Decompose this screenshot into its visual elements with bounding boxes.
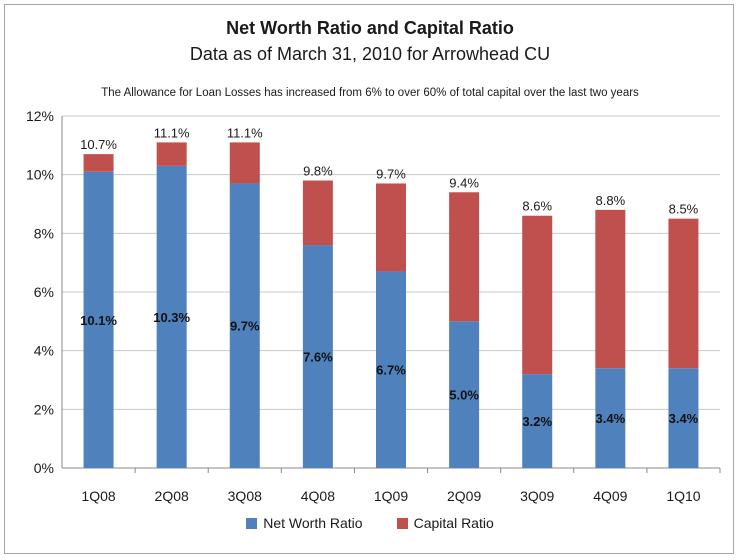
bar-capital <box>449 192 480 322</box>
bar-capital <box>156 142 187 166</box>
data-label-capital: 9.7% <box>376 166 406 181</box>
data-label-capital: 9.4% <box>449 175 479 190</box>
x-tick-label: 4Q08 <box>301 488 335 504</box>
legend: Net Worth Ratio Capital Ratio <box>0 515 740 531</box>
legend-item-capital: Capital Ratio <box>396 515 494 531</box>
bar-net-worth <box>668 368 699 468</box>
data-label-capital: 9.8% <box>303 164 333 179</box>
legend-label-capital: Capital Ratio <box>413 515 494 531</box>
y-tick-label: 10% <box>26 167 54 183</box>
data-label-capital: 8.8% <box>596 193 626 208</box>
y-tick-label: 0% <box>34 460 54 476</box>
y-tick-label: 8% <box>34 225 54 241</box>
chart-subtitle: Data as of March 31, 2010 for Arrowhead … <box>189 44 551 64</box>
data-label-net-worth: 3.4% <box>596 411 626 426</box>
x-tick-label: 2Q09 <box>447 488 481 504</box>
data-label-net-worth: 10.3% <box>153 310 190 325</box>
data-label-net-worth: 6.7% <box>376 363 406 378</box>
data-label-capital: 11.1% <box>227 125 263 140</box>
bar-capital <box>668 218 699 369</box>
bar-capital <box>595 209 626 369</box>
data-label-net-worth: 3.2% <box>522 414 552 429</box>
chart-annotation: The Allowance for Loan Losses has increa… <box>101 87 639 99</box>
x-tick-label: 2Q08 <box>155 488 189 504</box>
legend-swatch-capital <box>396 517 408 529</box>
y-tick-label: 12% <box>26 108 54 124</box>
legend-swatch-net-worth <box>246 517 258 529</box>
x-tick-label: 4Q09 <box>593 488 627 504</box>
bar-net-worth <box>595 368 626 468</box>
bar-net-worth <box>83 171 114 468</box>
bar-capital <box>302 180 333 246</box>
data-label-capital: 8.6% <box>522 199 552 214</box>
data-label-capital: 10.7% <box>80 137 117 152</box>
data-label-net-worth: 5.0% <box>449 388 479 403</box>
data-label-net-worth: 3.4% <box>669 411 699 426</box>
bar-net-worth <box>156 165 187 468</box>
x-tick-label: 1Q08 <box>81 488 115 504</box>
bar-net-worth <box>449 321 480 468</box>
y-tick-label: 6% <box>34 284 54 300</box>
data-label-capital: 8.5% <box>669 202 699 217</box>
legend-label-net-worth: Net Worth Ratio <box>263 515 363 531</box>
bar-net-worth <box>522 374 553 468</box>
bar-capital <box>376 183 406 272</box>
x-tick-label: 1Q09 <box>374 488 408 504</box>
chart-title: Net Worth Ratio and Capital Ratio <box>226 18 514 38</box>
bar-capital <box>229 142 260 184</box>
y-tick-label: 4% <box>34 343 54 359</box>
bar-capital <box>83 154 114 172</box>
data-label-net-worth: 7.6% <box>303 350 333 365</box>
x-tick-label: 3Q09 <box>520 488 554 504</box>
x-tick-label: 3Q08 <box>228 488 262 504</box>
data-label-net-worth: 10.1% <box>80 313 117 328</box>
data-label-capital: 11.1% <box>154 125 190 140</box>
data-label-net-worth: 9.7% <box>230 319 260 334</box>
bar-net-worth <box>229 183 260 468</box>
x-tick-label: 1Q10 <box>666 488 700 504</box>
y-tick-label: 2% <box>34 401 54 417</box>
bar-capital <box>522 215 553 375</box>
bar-net-worth <box>376 271 406 468</box>
bar-net-worth <box>302 245 333 468</box>
legend-item-net-worth: Net Worth Ratio <box>246 515 363 531</box>
